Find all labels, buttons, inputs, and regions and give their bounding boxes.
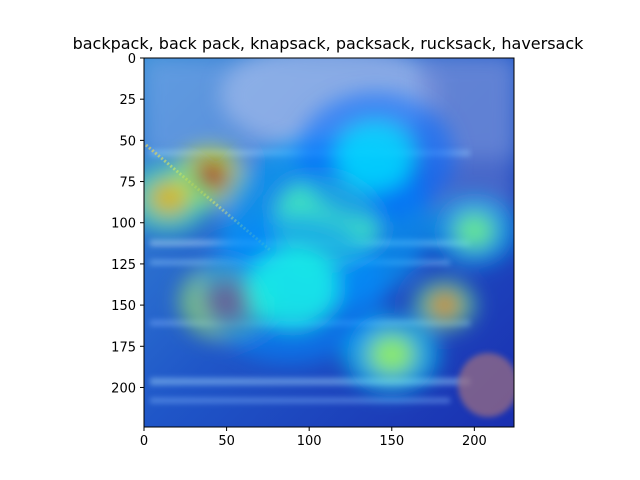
y-tick-label: 150 bbox=[111, 299, 136, 314]
hotspot bbox=[246, 248, 339, 330]
x-tick-label: 100 bbox=[297, 434, 322, 449]
y-tick-label: 200 bbox=[111, 381, 136, 396]
hotspot bbox=[453, 212, 496, 250]
x-tick-label: 200 bbox=[462, 434, 487, 449]
y-tick-label: 100 bbox=[111, 217, 136, 232]
hand-region bbox=[458, 353, 514, 417]
hotspot bbox=[367, 333, 416, 376]
x-tick-label: 50 bbox=[218, 434, 235, 449]
plot-frame bbox=[143, 57, 515, 428]
hotspot bbox=[335, 122, 415, 192]
y-tick-label: 50 bbox=[119, 134, 136, 149]
chart-title: backpack, back pack, knapsack, packsack,… bbox=[73, 34, 585, 53]
y-tick-label: 75 bbox=[119, 176, 136, 191]
y-tick-label: 125 bbox=[111, 258, 136, 273]
x-tick-label: 150 bbox=[379, 434, 404, 449]
hotspot bbox=[147, 179, 190, 217]
x-tick-label: 0 bbox=[140, 434, 148, 449]
y-axis: 0 25 50 75 100 125 150 175 200 bbox=[111, 52, 144, 396]
y-tick-label: 175 bbox=[111, 340, 136, 355]
heatmap-image bbox=[144, 58, 514, 427]
hotspot bbox=[428, 291, 461, 319]
y-tick-label: 25 bbox=[119, 93, 136, 108]
y-tick-label: 0 bbox=[128, 52, 136, 67]
x-axis: 0 50 100 150 200 bbox=[140, 427, 487, 449]
